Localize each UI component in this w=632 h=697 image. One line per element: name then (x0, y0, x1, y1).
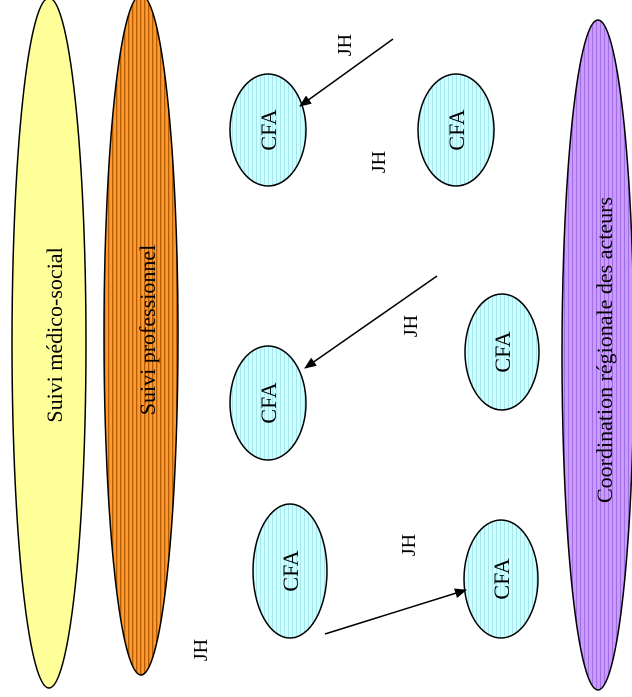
cfa-node-shape (229, 73, 307, 187)
band-professionnel-shape (103, 0, 179, 676)
jh-label: JH (334, 34, 356, 56)
band-coordination-shape (561, 19, 632, 691)
band-professionnel: Suivi professionnel (103, 0, 179, 676)
band-coordination: Coordination régionale des acteurs (561, 19, 632, 691)
arrow-connector (324, 588, 467, 635)
cfa-node-shape (252, 503, 328, 639)
cfa-node: CFA (463, 519, 539, 639)
cfa-node: CFA (252, 503, 328, 639)
cfa-node-label: CFA (256, 382, 281, 423)
band-coordination-label: Coordination régionale des acteurs (592, 197, 617, 503)
cfa-node: CFA (417, 73, 495, 187)
cfa-node-shape (464, 293, 540, 411)
cfa-node-label: CFA (278, 550, 303, 591)
jh-label: JH (398, 534, 420, 556)
cfa-node-label: CFA (256, 109, 281, 150)
jh-label: JH (190, 639, 212, 661)
cfa-node: CFA (229, 345, 307, 461)
arrow-connector (299, 38, 394, 107)
arrow-connector (304, 275, 438, 369)
cfa-node-label: CFA (489, 558, 514, 599)
band-medico-social-label: Suivi médico-social (42, 247, 67, 422)
cfa-node-label: CFA (444, 109, 469, 150)
cfa-node-shape (229, 345, 307, 461)
cfa-node: CFA (464, 293, 540, 411)
cfa-node-shape (417, 73, 495, 187)
band-professionnel-label: Suivi professionnel (135, 245, 160, 416)
cfa-node-shape (463, 519, 539, 639)
band-medico-social: Suivi médico-social (11, 0, 87, 689)
jh-label: JH (368, 151, 390, 173)
jh-label: JH (400, 315, 422, 337)
band-medico-social-shape (11, 0, 87, 689)
cfa-node-label: CFA (490, 331, 515, 372)
cfa-node: CFA (229, 73, 307, 187)
